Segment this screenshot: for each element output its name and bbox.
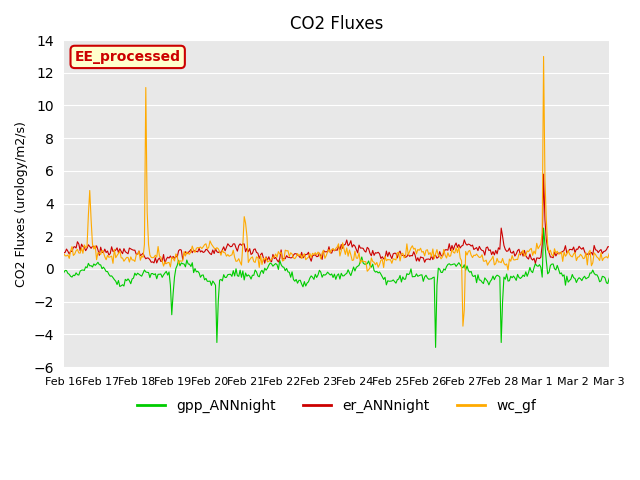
Legend: gpp_ANNnight, er_ANNnight, wc_gf: gpp_ANNnight, er_ANNnight, wc_gf bbox=[131, 394, 541, 419]
Y-axis label: CO2 Fluxes (urology/m2/s): CO2 Fluxes (urology/m2/s) bbox=[15, 120, 28, 287]
Text: EE_processed: EE_processed bbox=[75, 50, 180, 64]
Title: CO2 Fluxes: CO2 Fluxes bbox=[290, 15, 383, 33]
